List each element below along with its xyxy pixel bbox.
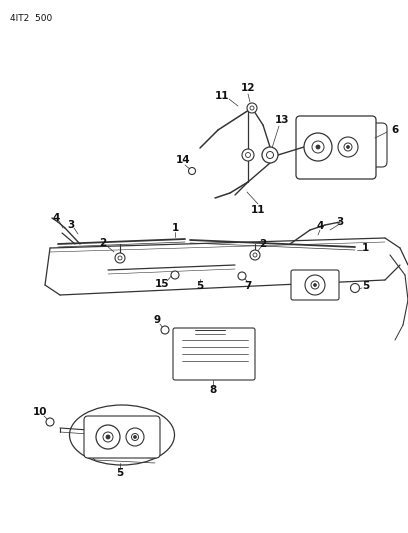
Circle shape bbox=[246, 152, 251, 157]
Circle shape bbox=[344, 143, 352, 151]
Text: 7: 7 bbox=[244, 281, 252, 291]
Text: 1: 1 bbox=[171, 223, 179, 233]
Circle shape bbox=[262, 147, 278, 163]
Text: 9: 9 bbox=[153, 315, 161, 325]
Circle shape bbox=[311, 281, 319, 289]
Ellipse shape bbox=[69, 405, 175, 465]
Circle shape bbox=[350, 284, 359, 293]
FancyBboxPatch shape bbox=[84, 416, 160, 458]
Text: 3: 3 bbox=[336, 217, 344, 227]
Text: 2: 2 bbox=[259, 239, 266, 249]
Circle shape bbox=[250, 250, 260, 260]
Circle shape bbox=[250, 106, 254, 110]
Circle shape bbox=[118, 256, 122, 260]
Circle shape bbox=[188, 167, 195, 174]
Text: 4: 4 bbox=[316, 221, 324, 231]
Text: 4: 4 bbox=[52, 213, 60, 223]
FancyBboxPatch shape bbox=[291, 270, 339, 300]
Text: 11: 11 bbox=[251, 205, 265, 215]
Text: 5: 5 bbox=[116, 468, 124, 478]
Circle shape bbox=[161, 326, 169, 334]
Circle shape bbox=[247, 103, 257, 113]
Text: 5: 5 bbox=[196, 281, 204, 291]
Circle shape bbox=[238, 272, 246, 280]
Circle shape bbox=[266, 151, 273, 158]
Circle shape bbox=[313, 284, 317, 287]
FancyBboxPatch shape bbox=[296, 116, 376, 179]
Circle shape bbox=[304, 133, 332, 161]
Text: 15: 15 bbox=[155, 279, 169, 289]
Text: 13: 13 bbox=[275, 115, 289, 125]
Circle shape bbox=[338, 137, 358, 157]
Text: 5: 5 bbox=[362, 281, 370, 291]
FancyBboxPatch shape bbox=[359, 123, 387, 167]
Circle shape bbox=[46, 418, 54, 426]
Text: 12: 12 bbox=[241, 83, 255, 93]
Circle shape bbox=[305, 275, 325, 295]
Text: 2: 2 bbox=[100, 238, 106, 248]
Circle shape bbox=[253, 253, 257, 257]
Circle shape bbox=[103, 432, 113, 442]
Text: 8: 8 bbox=[209, 385, 217, 395]
Text: 14: 14 bbox=[176, 155, 190, 165]
Circle shape bbox=[115, 253, 125, 263]
Circle shape bbox=[316, 145, 320, 149]
Circle shape bbox=[312, 141, 324, 153]
Circle shape bbox=[242, 149, 254, 161]
FancyBboxPatch shape bbox=[173, 328, 255, 380]
Circle shape bbox=[171, 271, 179, 279]
Text: 3: 3 bbox=[67, 220, 75, 230]
Text: 6: 6 bbox=[391, 125, 399, 135]
Text: 1: 1 bbox=[361, 243, 368, 253]
Circle shape bbox=[346, 146, 350, 149]
Circle shape bbox=[126, 428, 144, 446]
Circle shape bbox=[133, 435, 137, 439]
Text: 11: 11 bbox=[215, 91, 229, 101]
Circle shape bbox=[131, 433, 138, 440]
Circle shape bbox=[106, 435, 110, 439]
Circle shape bbox=[96, 425, 120, 449]
Text: 10: 10 bbox=[33, 407, 47, 417]
Text: 4IT2  500: 4IT2 500 bbox=[10, 14, 52, 23]
